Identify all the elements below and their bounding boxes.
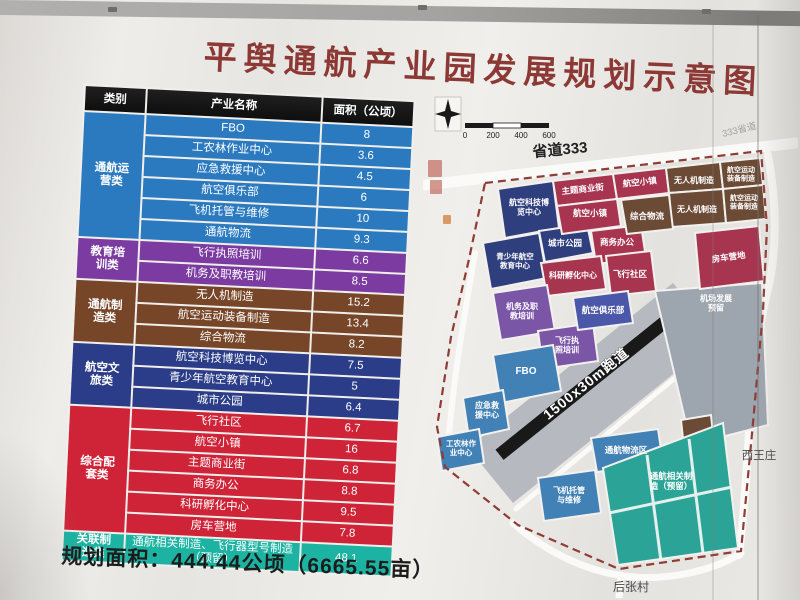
zone-label-ga-logistics-area: 通航物流区 xyxy=(605,445,648,455)
zone-label-uav-mfg-south: 无人机制造 xyxy=(676,204,717,214)
category-cell: 通航运 营类 xyxy=(77,111,146,240)
village-label-east: 西王庄 xyxy=(742,448,777,462)
zone-emergency-rescue-center xyxy=(461,388,511,440)
banner-clip xyxy=(702,9,711,14)
zone-agri-forest-work-center xyxy=(435,427,486,473)
zone-related-mfg-reserved xyxy=(601,421,740,567)
village-label-south: 后张村 xyxy=(613,580,649,594)
zone-aircraft-mgmt-repair xyxy=(536,468,603,523)
category-cell: 通航制 造类 xyxy=(72,278,138,345)
teal-grid-lines xyxy=(608,438,733,562)
background-right-shade xyxy=(756,0,800,600)
zone-table-body: 通航运 营类 FBO 8 工农林作业中心 3.6 应急救援中心 4.5 航空俱乐部 6 飞机托管与… xyxy=(61,111,414,577)
zone-flying-community xyxy=(604,249,658,298)
category-cell: 航空文 旅类 xyxy=(69,341,135,408)
scale-tick: 400 xyxy=(514,131,528,140)
zone-label-uav-mfg-north: 无人机制造 xyxy=(673,175,714,185)
zone-label-sci-expo-center: 航空科技博览中心 xyxy=(509,197,549,217)
zone-label-airport-reserve: 机场发展预留 xyxy=(700,293,732,313)
road-provincial-333 xyxy=(423,137,798,191)
cloth-fold xyxy=(712,15,714,600)
scale-bar: 0 200 400 600 xyxy=(463,122,556,140)
zone-label-aviation-town-mid: 航空小镇 xyxy=(573,208,608,218)
category-cell: 教育培 训类 xyxy=(75,236,140,282)
land-use-table: 类别 产业名称 面积（公顷） 通航运 营类 FBO 8 工农林作业中心 3.6 应急救援中… xyxy=(61,84,416,577)
zone-label-rv-camp: 房车营地 xyxy=(711,250,747,265)
billboard-title: 平舆通航产业园发展规划示意图 xyxy=(202,37,765,101)
road-label-top: 省道333 xyxy=(531,138,588,161)
zone-label-youth-aviation-edu: 青少年航空教育中心 xyxy=(496,251,534,270)
zone-label-theme-commercial-street: 主题商业街 xyxy=(561,182,605,196)
red-mark xyxy=(430,180,442,194)
wall-above-banner xyxy=(0,0,800,27)
zone-fbo xyxy=(491,343,563,405)
runway-strip xyxy=(495,299,691,460)
header-category: 类别 xyxy=(83,85,147,115)
zone-label-emergency-rescue-center: 应急救援中心 xyxy=(475,400,499,420)
scale-tick: 600 xyxy=(542,131,556,140)
zone-label-maintenance-vocational-training: 机务及职教培训 xyxy=(506,301,538,321)
zone-sport-equip-mfg-south xyxy=(721,183,768,225)
scale-tick: 200 xyxy=(486,131,500,140)
zones-layer xyxy=(435,156,770,567)
scale-tick: 0 xyxy=(463,131,468,140)
zone-label-business-office: 商务办公 xyxy=(600,237,635,247)
road-south xyxy=(509,519,745,598)
zone-label-comprehensive-logistics: 综合物流 xyxy=(630,211,665,221)
zone-label-city-park: 城市公园 xyxy=(548,238,582,248)
zone-label-research-incubator: 科研孵化中心 xyxy=(549,270,597,280)
zone-label-related-mfg-reserved: 通航相关制造（预留） xyxy=(650,471,693,491)
banner-clip xyxy=(108,7,117,12)
banner-right-edge xyxy=(757,15,759,600)
zone-label-aviation-club: 航空俱乐部 xyxy=(582,305,625,315)
site-boundary xyxy=(435,149,769,571)
banner-clip xyxy=(418,5,427,10)
zone-aviation-town-mid xyxy=(555,197,623,236)
zone-label-agri-forest-work-center: 工农林作业中心 xyxy=(446,438,476,457)
zone-label-pilot-license-training: 飞行执照培训 xyxy=(555,335,579,355)
zone-label-aircraft-mgmt-repair: 飞机托管与维修 xyxy=(553,485,585,505)
zone-aviation-club xyxy=(571,289,635,332)
cloth-shadow xyxy=(0,430,90,600)
airport-apron xyxy=(468,283,718,503)
orange-mark xyxy=(443,215,451,224)
zone-comprehensive-logistics xyxy=(619,193,675,236)
compass-north-icon xyxy=(435,99,461,129)
plan-map: 1500x30m跑道 0 200 400 600 省道333 333省道 西王庄… xyxy=(423,96,798,598)
red-mark xyxy=(428,160,442,177)
road-label-right: 333省道 xyxy=(721,120,758,140)
zone-label-sport-equip-mfg-north: 航空运动装备制造 xyxy=(726,165,756,183)
zone-label-sport-equip-mfg-south: 航空运动装备制造 xyxy=(729,193,759,211)
zone-label-fbo: FBO xyxy=(515,366,536,377)
zone-label-aviation-town-north: 航空小镇 xyxy=(622,175,657,189)
zone-label-flying-community: 飞行社区 xyxy=(613,269,648,279)
